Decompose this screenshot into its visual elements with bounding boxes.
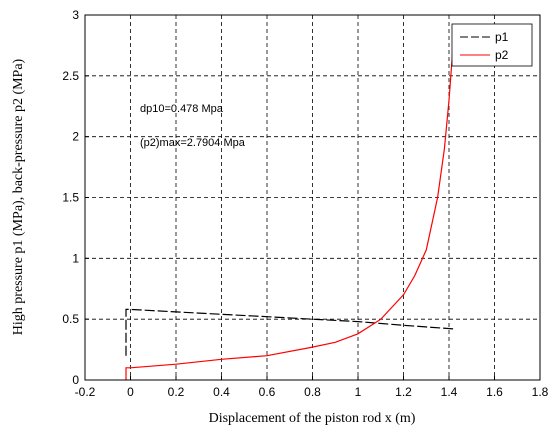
legend-box xyxy=(451,23,533,67)
x-tick-label: 0 xyxy=(127,385,134,399)
x-tick-label: 0.6 xyxy=(259,385,276,399)
y-tick-label: 0 xyxy=(72,373,79,387)
series-layer xyxy=(125,40,455,380)
annotation-p2max: (p2)max=2.7904 Mpa xyxy=(140,137,246,149)
y-tick-label: 2.5 xyxy=(62,69,79,83)
legend-label-p2: p2 xyxy=(495,48,509,62)
legend-label-p1: p1 xyxy=(495,30,509,44)
x-tick-labels: -0.2 0 0.2 0.4 0.6 0.8 1 1.2 1.4 1.6 1.8 xyxy=(75,385,549,399)
x-axis-label: Displacement of the piston rod x (m) xyxy=(209,411,416,426)
y-tick-label: 1.5 xyxy=(62,191,79,205)
legend: p1 p2 xyxy=(451,23,533,67)
y-tick-label: 0.5 xyxy=(62,312,79,326)
x-tick-label: 1.6 xyxy=(486,385,503,399)
x-tick-label: 0.2 xyxy=(168,385,185,399)
series-line-p1 xyxy=(125,308,454,356)
y-tick-label: 3 xyxy=(72,8,79,22)
x-tick-label: 0.4 xyxy=(213,385,230,399)
y-axis-label: High pressure p1 (MPa), back-pressure p2… xyxy=(11,58,26,335)
series-line-p2 xyxy=(125,40,455,380)
y-tick-label: 1 xyxy=(72,251,79,265)
x-tick-label: 1.8 xyxy=(532,385,549,399)
y-tick-label: 2 xyxy=(72,130,79,144)
x-tick-label: 1.4 xyxy=(441,385,458,399)
x-tick-label: 1 xyxy=(355,385,362,399)
x-tick-label: -0.2 xyxy=(75,385,96,399)
annotation-dp10: dp10=0.478 Mpa xyxy=(140,103,224,115)
x-tick-label: 0.8 xyxy=(304,385,321,399)
x-tick-label: 1.2 xyxy=(395,385,412,399)
y-tick-labels: 0 0.5 1 1.5 2 2.5 3 xyxy=(62,8,79,387)
plot-frame xyxy=(84,14,541,381)
